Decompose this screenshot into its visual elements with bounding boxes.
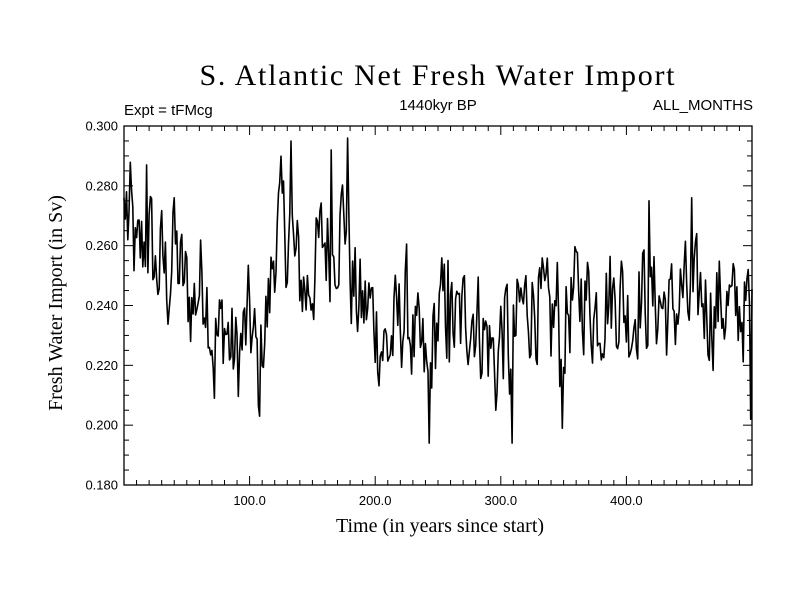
x-tick-label: 200.0 [359, 493, 392, 508]
series-line [123, 137, 753, 444]
y-tick-label: 0.300 [85, 119, 118, 134]
axis-ticks [124, 126, 752, 485]
y-tick-label: 0.220 [85, 358, 118, 373]
months-label: ALL_MONTHS [653, 97, 753, 114]
x-tick-label: 400.0 [610, 493, 643, 508]
x-axis-label: Time (in years since start) [336, 515, 544, 537]
y-tick-label: 0.260 [85, 238, 118, 253]
y-tick-label: 0.240 [85, 298, 118, 313]
x-tick-labels: 100.0 200.0 300.0 400.0 [233, 493, 642, 508]
y-tick-label: 0.180 [85, 478, 118, 493]
x-tick-label: 100.0 [233, 493, 266, 508]
plot-frame [123, 125, 753, 486]
y-axis-label: Fresh Water Import (in Sv) [45, 195, 67, 411]
y-tick-label: 0.280 [85, 178, 118, 193]
x-tick-label: 300.0 [485, 493, 518, 508]
chart-title: S. Atlantic Net Fresh Water Import [200, 59, 676, 92]
y-tick-label: 0.200 [85, 418, 118, 433]
experiment-label: Expt = tFMcg [124, 102, 213, 119]
y-tick-labels: 0.180 0.200 0.220 0.240 0.260 0.280 0.300 [85, 119, 118, 493]
period-label: 1440kyr BP [399, 97, 477, 114]
